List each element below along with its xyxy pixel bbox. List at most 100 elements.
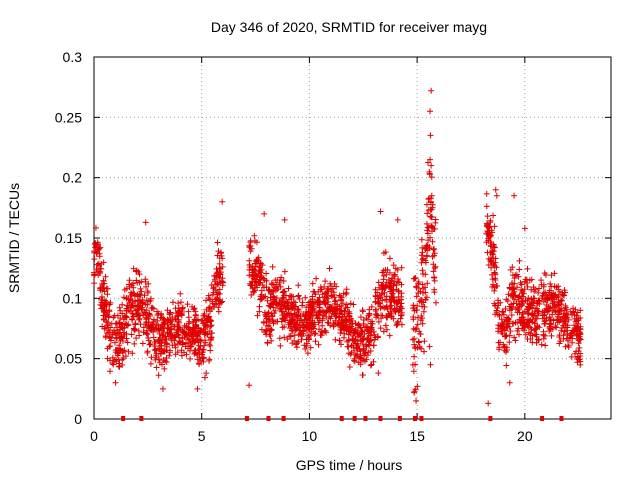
data-point <box>190 318 197 325</box>
data-point <box>185 314 192 321</box>
data-point <box>174 349 181 356</box>
data-point <box>419 267 426 274</box>
data-point <box>338 317 345 324</box>
data-point <box>201 374 208 381</box>
data-point <box>137 303 144 310</box>
data-point <box>420 308 427 315</box>
data-point <box>154 345 161 352</box>
zero-marker <box>244 416 249 421</box>
data-point <box>507 328 514 335</box>
data-point <box>95 246 102 253</box>
data-point <box>193 330 200 337</box>
data-point <box>213 265 220 272</box>
data-point <box>102 273 109 280</box>
data-point <box>147 360 154 367</box>
data-point <box>518 317 525 324</box>
data-point <box>397 312 404 319</box>
data-point <box>506 323 513 330</box>
data-point <box>419 244 426 251</box>
data-point <box>394 266 401 273</box>
data-point <box>147 295 154 302</box>
data-point <box>418 259 425 266</box>
data-point <box>253 258 260 265</box>
data-point <box>278 274 285 281</box>
data-point <box>216 265 223 272</box>
data-point <box>525 304 532 311</box>
data-point <box>380 250 387 257</box>
data-point <box>567 332 574 339</box>
data-point <box>263 270 270 277</box>
data-point <box>157 342 164 349</box>
data-point <box>96 250 103 257</box>
data-point <box>368 329 375 336</box>
data-point <box>258 326 265 333</box>
data-point <box>251 232 258 239</box>
data-point <box>294 315 301 322</box>
data-point <box>331 298 338 305</box>
data-point <box>256 303 263 310</box>
data-point <box>363 323 370 330</box>
data-point <box>324 285 331 292</box>
data-point <box>178 311 185 318</box>
data-point <box>326 265 333 272</box>
data-point <box>540 335 547 342</box>
data-point <box>253 239 260 246</box>
data-point <box>94 261 101 268</box>
data-point <box>128 331 135 338</box>
data-point <box>386 269 393 276</box>
data-point <box>133 311 140 318</box>
data-point <box>386 332 393 339</box>
data-point <box>200 346 207 353</box>
data-point <box>552 309 559 316</box>
data-point <box>513 271 520 278</box>
data-point <box>535 310 542 317</box>
data-point <box>565 316 572 323</box>
data-point <box>271 310 278 317</box>
data-point <box>296 295 303 302</box>
data-point <box>428 206 435 213</box>
data-point <box>554 319 561 326</box>
data-point <box>526 305 533 312</box>
data-point <box>257 293 264 300</box>
data-point <box>336 310 343 317</box>
data-point <box>121 331 128 338</box>
data-point <box>196 345 203 352</box>
data-point <box>431 250 438 257</box>
data-point <box>500 311 507 318</box>
data-point <box>395 308 402 315</box>
data-point <box>99 323 106 330</box>
data-point <box>512 337 519 344</box>
y-tick-label: 0.2 <box>63 170 83 186</box>
data-point <box>366 311 373 318</box>
data-point <box>566 335 573 342</box>
data-point <box>513 300 520 307</box>
data-point <box>397 303 404 310</box>
data-point <box>122 320 129 327</box>
data-point <box>544 297 551 304</box>
data-point <box>507 303 514 310</box>
data-point <box>514 327 521 334</box>
data-point <box>119 310 126 317</box>
data-point <box>560 335 567 342</box>
data-point <box>429 238 436 245</box>
data-point <box>495 339 502 346</box>
data-point <box>149 322 156 329</box>
data-point <box>336 320 343 327</box>
data-point <box>290 293 297 300</box>
data-point <box>261 210 268 217</box>
data-point <box>427 361 434 368</box>
data-point <box>573 325 580 332</box>
data-point <box>97 285 104 292</box>
data-point <box>206 356 213 363</box>
data-point <box>511 334 518 341</box>
data-point <box>356 346 363 353</box>
data-point <box>383 314 390 321</box>
data-point <box>516 331 523 338</box>
data-point <box>280 278 287 285</box>
data-point <box>562 302 569 309</box>
data-point <box>416 344 423 351</box>
data-point <box>214 269 221 276</box>
data-point <box>272 287 279 294</box>
data-point <box>427 156 434 163</box>
data-point <box>201 342 208 349</box>
